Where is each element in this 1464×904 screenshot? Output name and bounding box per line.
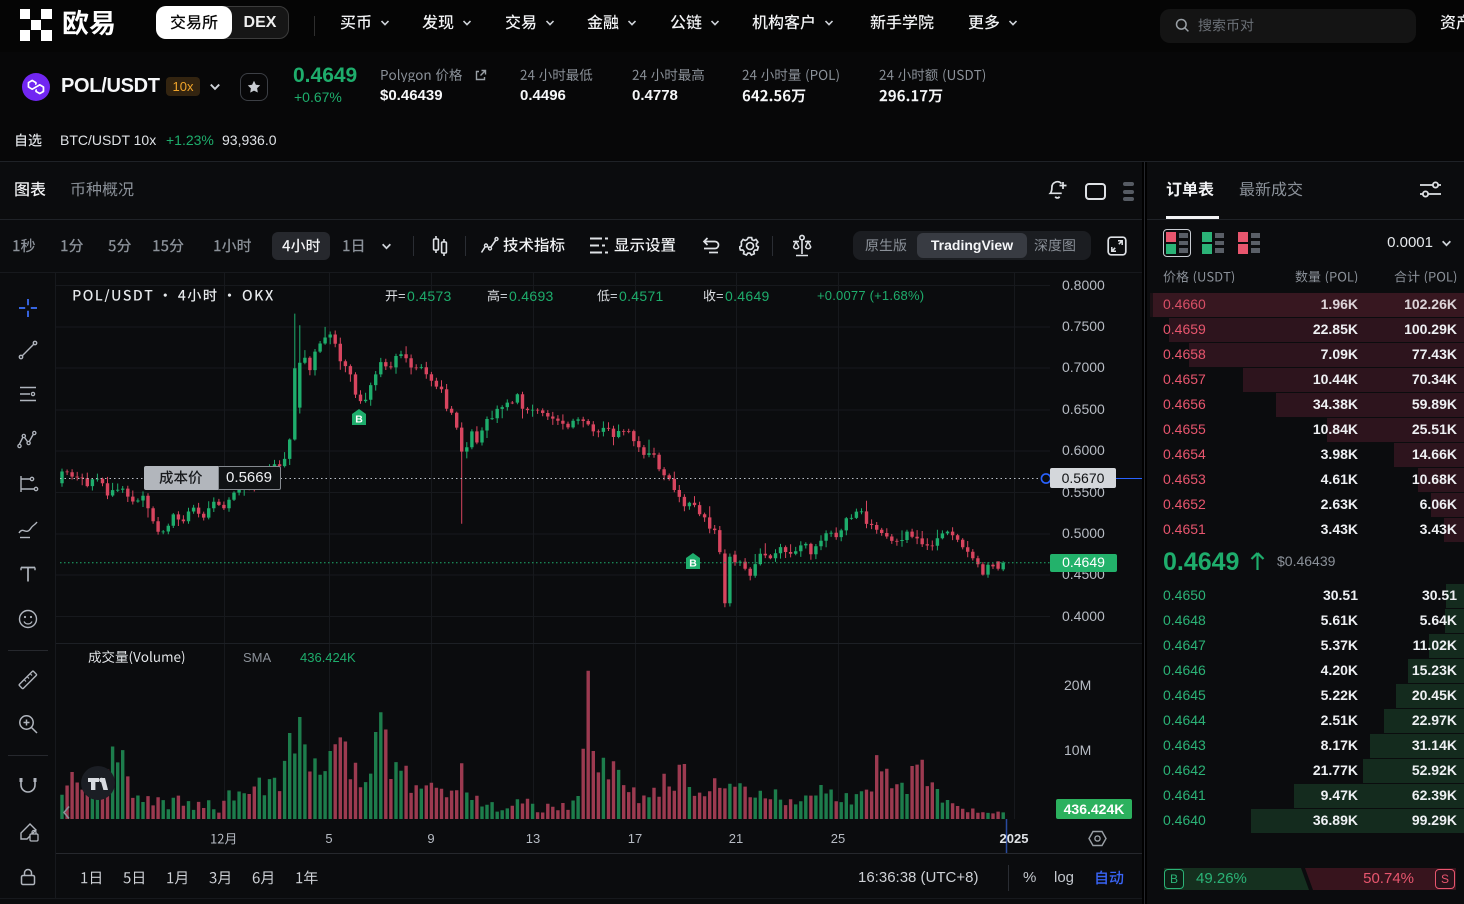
svg-text:B: B [355,414,363,426]
svg-text:B: B [689,558,697,570]
